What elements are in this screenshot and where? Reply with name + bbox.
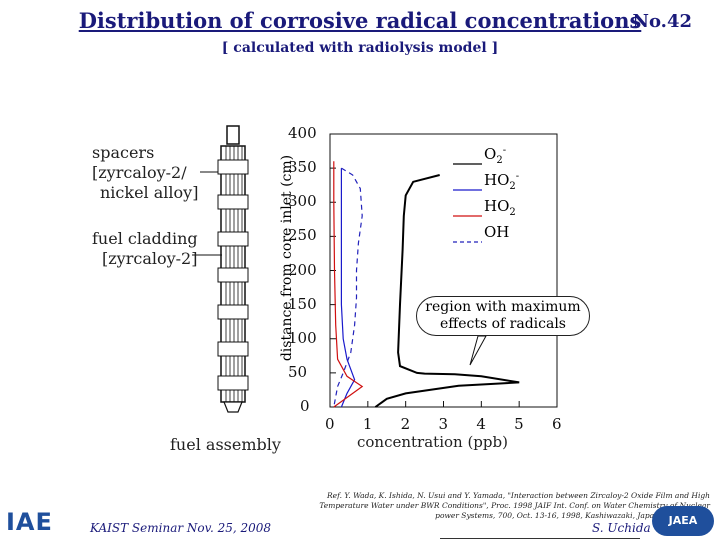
slide-title: Distribution of corrosive radical concen… <box>78 8 642 33</box>
jaea-logo: JAEA <box>652 506 714 536</box>
reference-citation: Ref. Y. Wada, K. Ishida, N. Usui and Y. … <box>319 491 710 520</box>
plot-frame <box>329 133 558 408</box>
legend-entry-subscript: 2 <box>509 207 516 218</box>
series-line-ho2 <box>333 161 364 408</box>
y-tick-label: 400 <box>288 124 317 142</box>
x-tick-label: 1 <box>362 415 373 433</box>
legend-entry: OH <box>484 223 509 241</box>
author-label: S. Uchida <box>592 521 651 535</box>
legend-entry-label: O <box>484 145 497 163</box>
seminar-label: KAIST Seminar Nov. 25, 2008 <box>90 521 272 535</box>
y-tick-label: 50 <box>288 362 308 381</box>
x-ticks <box>329 401 558 407</box>
legend-entry-label: OH <box>484 223 510 241</box>
legend-entry-subscript: 2 <box>509 181 516 192</box>
cladding-label: fuel cladding [zyrcaloy-2] <box>92 229 198 269</box>
spacers-label-line: [zyrcaloy-2/ <box>92 163 187 182</box>
slide-subtitle: [ calculated with radiolysis model ] <box>221 40 499 56</box>
series-line-oh <box>333 167 363 408</box>
x-tick-label: 0 <box>325 415 335 433</box>
series-line-o2 <box>374 174 520 408</box>
cladding-label-line: fuel cladding <box>92 229 198 248</box>
y-tick-label: 100 <box>288 328 317 347</box>
assembly-caption: fuel assembly <box>170 435 281 454</box>
slide-number: No.42 <box>632 11 692 32</box>
legend-lines <box>453 163 482 243</box>
legend-entry-subscript: 2 <box>496 155 503 166</box>
series-line-ho2 <box>340 168 356 408</box>
x-tick-label: 2 <box>400 415 411 433</box>
annotation-line: region with maximum <box>425 299 581 315</box>
legend-entry-label: HO <box>484 171 510 189</box>
assembly-spacers <box>217 159 249 391</box>
y-tick-label: 150 <box>288 294 317 313</box>
x-axis-label: concentration (ppb) <box>357 433 508 451</box>
assembly-handle <box>226 125 240 145</box>
legend-entry-superscript: - <box>502 145 507 156</box>
iae-logo: IAE <box>6 508 53 536</box>
spacers-label-line: nickel alloy] <box>100 183 199 202</box>
legend-entry: HO2 <box>484 197 516 218</box>
legend-entry-label: HO <box>484 197 510 215</box>
spacers-label: spacers [zyrcaloy-2/ nickel alloy] <box>92 143 198 203</box>
x-tick-label: 5 <box>514 415 524 433</box>
legend-entry: O2- <box>484 145 506 166</box>
y-tick-label: 0 <box>300 397 310 415</box>
y-tick-label: 200 <box>288 260 317 279</box>
spacers-label-line: spacers <box>92 143 155 162</box>
legend-entry: HO2- <box>484 171 519 192</box>
x-tick-label: 3 <box>438 415 449 433</box>
callout-arrow <box>469 335 487 366</box>
series-lines <box>333 161 520 408</box>
annotation-line: effects of radicals <box>439 316 566 332</box>
y-tick-label: 300 <box>288 192 317 211</box>
assembly-nozzle <box>223 401 243 413</box>
x-tick-label: 6 <box>552 415 562 433</box>
y-tick-label: 350 <box>288 158 317 177</box>
footer-divider <box>440 538 640 539</box>
annotation-callout: region with maximum effects of radicals <box>416 296 590 336</box>
legend-entry-superscript: - <box>515 171 520 182</box>
y-tick-label: 250 <box>288 226 317 245</box>
x-tick-label: 4 <box>476 415 486 433</box>
cladding-label-line: [zyrcaloy-2] <box>102 249 198 268</box>
